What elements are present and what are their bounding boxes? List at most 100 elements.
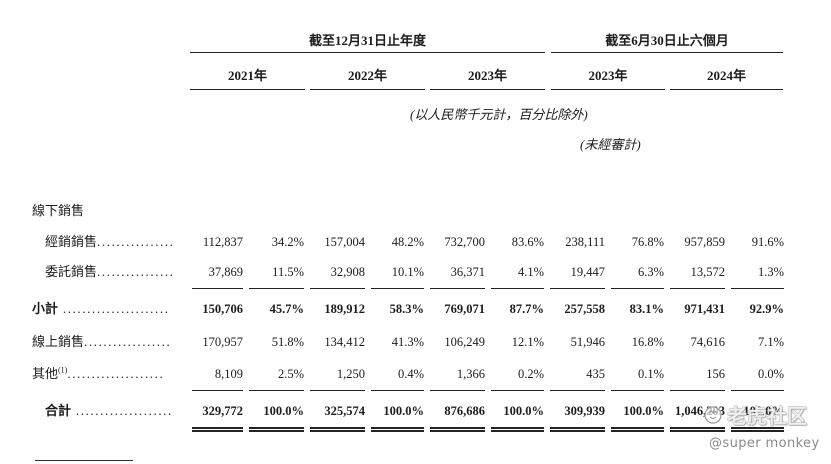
footnote-separator xyxy=(35,460,133,461)
percentage-cell: 87.7% xyxy=(509,302,544,316)
percentage-cell: 100.0% xyxy=(485,401,544,432)
section-offline-sales: 線下銷售 xyxy=(32,203,85,218)
dot-leader: .................. xyxy=(84,334,172,349)
row-label: 經銷銷售................ xyxy=(0,232,180,252)
amount-cell: 309,939 xyxy=(544,401,605,432)
row-label: 小計 ...................... xyxy=(0,299,180,319)
percentage-cell: 100.0% xyxy=(725,401,784,432)
watermark-handle: @super monkey xyxy=(709,436,820,451)
amount-cell: 957,859 xyxy=(684,235,725,249)
amount-cell: 74,616 xyxy=(690,335,725,349)
amount-cell: 732,700 xyxy=(444,235,485,249)
row-label: 合計 .................... xyxy=(0,401,180,421)
label-text: 小計 xyxy=(32,301,59,316)
amount-cell: 51,946 xyxy=(570,335,605,349)
label-text: 合計 xyxy=(45,403,72,418)
year-header: 2021年 xyxy=(227,68,267,83)
amount-cell: 257,558 xyxy=(564,302,605,316)
amount-cell: 435 xyxy=(544,364,605,391)
amount-cell: 769,071 xyxy=(444,302,485,316)
percentage-cell: 100.0% xyxy=(365,401,424,432)
amount-cell: 971,431 xyxy=(684,302,725,316)
percentage-cell: 0.0% xyxy=(725,364,784,391)
row-consignment-sales: 委託銷售................ 37,869 11.5% 32,908… xyxy=(0,262,784,289)
row-label: 線上銷售.................. xyxy=(0,332,180,352)
percentage-cell: 100.0% xyxy=(243,401,304,432)
percentage-cell: 45.7% xyxy=(269,302,304,316)
percentage-cell: 10.1% xyxy=(365,262,424,289)
amount-cell: 1,250 xyxy=(304,364,365,391)
amount-cell: 13,572 xyxy=(664,262,725,289)
row-label: 委託銷售................ xyxy=(0,262,180,282)
year-underline xyxy=(430,89,545,90)
amount-cell: 134,412 xyxy=(324,335,365,349)
amount-cell: 157,004 xyxy=(324,235,365,249)
dot-leader: ................ xyxy=(97,234,175,249)
period-header-half-year: 截至6月30日止六個月 xyxy=(605,33,729,48)
year-underline xyxy=(310,89,425,90)
amount-cell: 238,111 xyxy=(565,235,605,249)
amount-cell: 8,109 xyxy=(190,364,243,391)
dot-leader: .................... xyxy=(71,403,173,418)
percentage-cell: 41.3% xyxy=(391,335,424,349)
percentage-cell: 83.1% xyxy=(629,302,664,316)
percentage-cell: 83.6% xyxy=(511,235,544,249)
amount-cell: 170,957 xyxy=(202,335,243,349)
percentage-cell: 4.1% xyxy=(485,262,544,289)
amount-cell: 19,447 xyxy=(544,262,605,289)
amount-cell: 1,366 xyxy=(424,364,485,391)
amount-cell: 876,686 xyxy=(424,401,485,432)
amount-cell: 112,837 xyxy=(202,235,243,249)
percentage-cell: 12.1% xyxy=(511,335,544,349)
percentage-cell: 6.3% xyxy=(605,262,664,289)
percentage-cell: 92.9% xyxy=(749,302,784,316)
tiger-logo-icon xyxy=(704,406,722,424)
dot-leader: .................... xyxy=(67,366,165,381)
year-underline xyxy=(670,89,783,90)
year-header: 2023年 xyxy=(588,68,628,83)
percentage-cell: 0.2% xyxy=(485,364,544,391)
row-label: 其他(1).................... xyxy=(0,364,180,384)
year-header: 2022年 xyxy=(347,68,387,83)
row-subtotal: 小計 ...................... 150,706 45.7% … xyxy=(0,299,784,319)
footnote-ref: (1) xyxy=(58,365,68,375)
row-online-sales: 線上銷售.................. 170,957 51.8% 134… xyxy=(0,332,784,352)
year-header: 2024年 xyxy=(706,68,746,83)
year-underline xyxy=(190,89,305,90)
label-text: 線上銷售 xyxy=(32,334,85,349)
percentage-cell: 100.0% xyxy=(605,401,664,432)
percentage-cell: 48.2% xyxy=(391,235,424,249)
percentage-cell: 0.4% xyxy=(365,364,424,391)
amount-cell: 329,772 xyxy=(190,401,243,432)
row-others: 其他(1).................... 8,109 2.5% 1,2… xyxy=(0,364,784,391)
amount-cell: 189,912 xyxy=(324,302,365,316)
row-total: 合計 .................... 329,772 100.0% 3… xyxy=(0,401,784,432)
percentage-cell: 34.2% xyxy=(271,235,304,249)
percentage-cell: 2.5% xyxy=(243,364,304,391)
unaudited-note: (未經審計) xyxy=(580,137,641,152)
percentage-cell: 58.3% xyxy=(389,302,424,316)
percentage-cell: 11.5% xyxy=(243,262,304,289)
dot-leader: ...................... xyxy=(58,301,170,316)
amount-cell: 36,371 xyxy=(424,262,485,289)
label-text: 委託銷售 xyxy=(45,264,98,279)
label-text: 其他 xyxy=(32,366,59,381)
percentage-cell: 7.1% xyxy=(757,335,784,349)
period-header-full-year: 截至12月31日止年度 xyxy=(308,33,426,48)
amount-cell: 150,706 xyxy=(202,302,243,316)
amount-cell: 325,574 xyxy=(304,401,365,432)
row-distribution-sales: 經銷銷售................ 112,837 34.2% 157,0… xyxy=(0,232,784,252)
dot-leader: ................ xyxy=(97,264,175,279)
amount-cell: 106,249 xyxy=(444,335,485,349)
label-text: 經銷銷售 xyxy=(45,234,98,249)
amount-cell: 37,869 xyxy=(190,262,243,289)
amount-cell: 32,908 xyxy=(304,262,365,289)
percentage-cell: 76.8% xyxy=(631,235,664,249)
percentage-cell: 51.8% xyxy=(271,335,304,349)
watermark-brand: 老虎社区 xyxy=(727,404,807,428)
year-underline xyxy=(551,89,665,90)
percentage-cell: 16.8% xyxy=(631,335,664,349)
percentage-cell: 0.1% xyxy=(605,364,664,391)
percentage-cell: 1.3% xyxy=(725,262,784,289)
